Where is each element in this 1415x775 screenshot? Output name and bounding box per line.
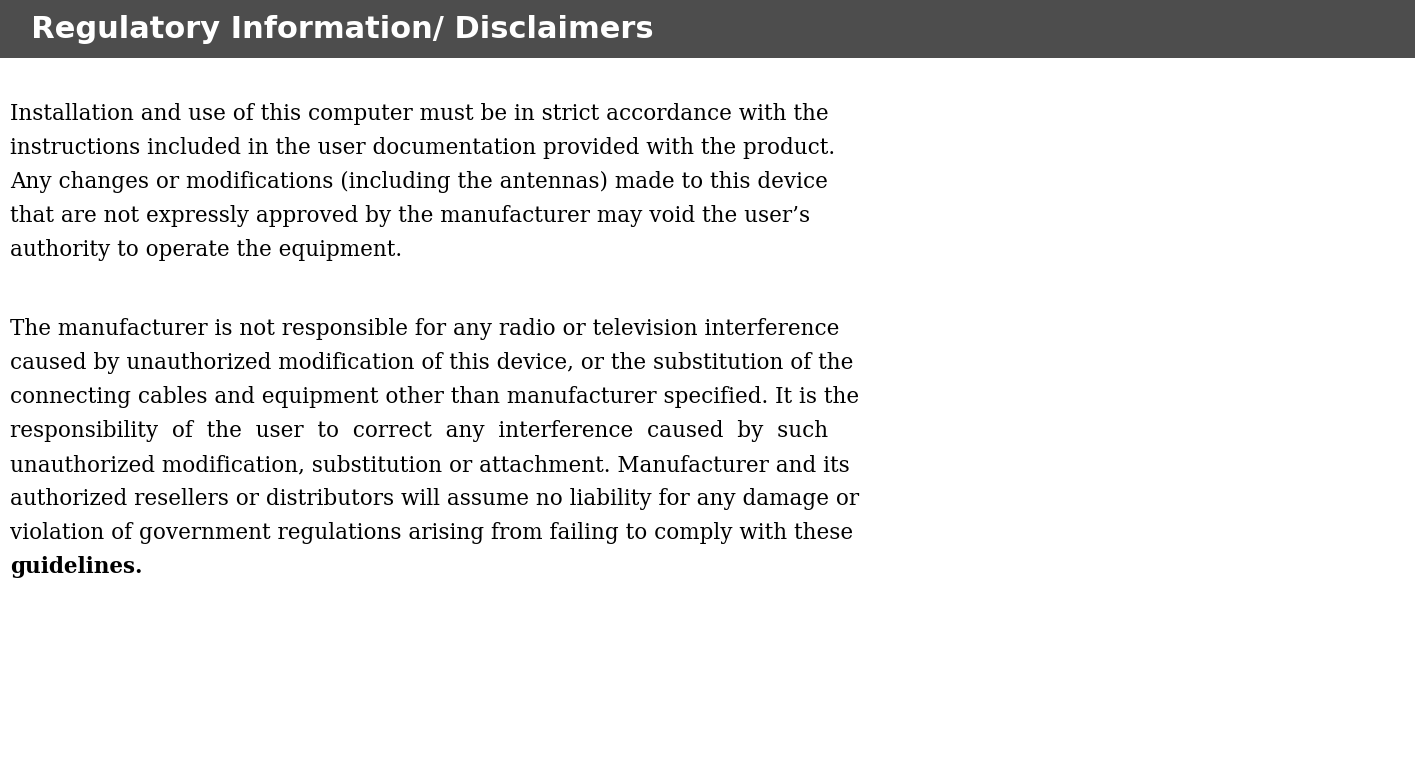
Text: The manufacturer is not responsible for any radio or television interference: The manufacturer is not responsible for … — [10, 318, 839, 340]
Text: Any changes or modifications (including the antennas) made to this device: Any changes or modifications (including … — [10, 171, 828, 193]
Text: that are not expressly approved by the manufacturer may void the user’s: that are not expressly approved by the m… — [10, 205, 811, 227]
Text: responsibility  of  the  user  to  correct  any  interference  caused  by  such: responsibility of the user to correct an… — [10, 420, 828, 442]
Text: authorized resellers or distributors will assume no liability for any damage or: authorized resellers or distributors wil… — [10, 488, 859, 510]
Text: guidelines.: guidelines. — [10, 556, 143, 578]
Text: Regulatory Information/ Disclaimers: Regulatory Information/ Disclaimers — [10, 15, 654, 43]
Text: violation of government regulations arising from failing to comply with these: violation of government regulations aris… — [10, 522, 853, 544]
Text: caused by unauthorized modification of this device, or the substitution of the: caused by unauthorized modification of t… — [10, 352, 853, 374]
Text: instructions included in the user documentation provided with the product.: instructions included in the user docume… — [10, 137, 835, 159]
Text: unauthorized modification, substitution or attachment. Manufacturer and its: unauthorized modification, substitution … — [10, 454, 850, 476]
Bar — [0, 0, 1415, 58]
Text: authority to operate the equipment.: authority to operate the equipment. — [10, 239, 402, 261]
Text: connecting cables and equipment other than manufacturer specified. It is the: connecting cables and equipment other th… — [10, 386, 859, 408]
Text: Installation and use of this computer must be in strict accordance with the: Installation and use of this computer mu… — [10, 103, 829, 125]
